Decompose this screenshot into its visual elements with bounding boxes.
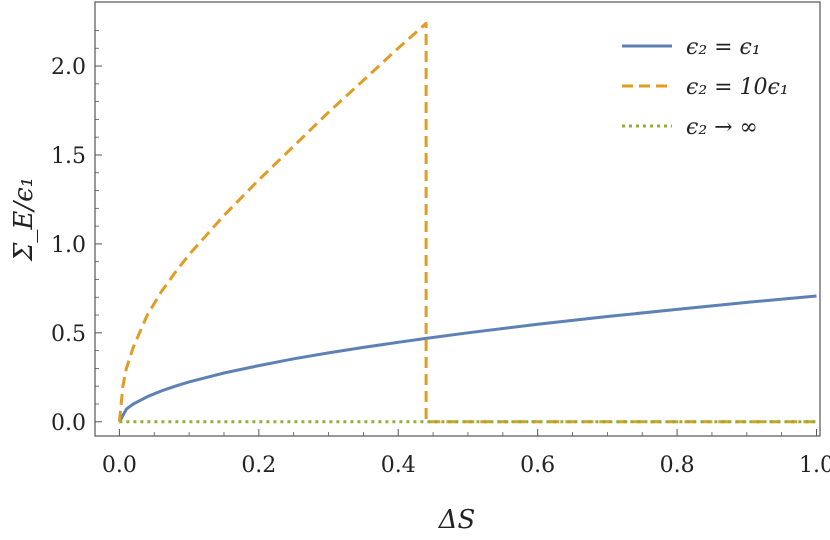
plot-frame: [94, 1, 821, 437]
x-tick-label: 0.4: [381, 453, 416, 478]
series-line-2: [117, 21, 817, 424]
series-layer: [117, 21, 817, 424]
x-tick-label: 0.6: [520, 453, 555, 478]
legend-label-3: ϵ₂ → ∞: [686, 115, 758, 140]
x-axis-label: ΔS: [438, 505, 476, 535]
x-tick-label: 0.0: [102, 453, 137, 478]
x-tick-label: 0.2: [241, 453, 276, 478]
x-tick-label: 1.0: [799, 453, 830, 478]
legend-label-1: ϵ₂ = ϵ₁: [686, 35, 761, 60]
series-line-1: [118, 294, 817, 423]
legend-label-2: ϵ₂ = 10ϵ₁: [686, 75, 789, 100]
y-tick-label: 1.0: [51, 233, 86, 258]
x-tick-label: 0.8: [660, 453, 695, 478]
y-tick-label: 0.0: [51, 411, 86, 436]
legend: ϵ₂ = ϵ₁ ϵ₂ = 10ϵ₁ ϵ₂ → ∞: [622, 35, 789, 140]
y-axis-label: Σ_E/ϵ₁: [9, 177, 39, 262]
y-tick-label: 1.5: [51, 144, 86, 169]
y-tick-label: 0.5: [51, 322, 86, 347]
y-tick-label: 2.0: [51, 55, 86, 80]
ticks: 0.0 0.2 0.4 0.6 0.8 1.0 0.0 0.5 1.0 1.5 2.0: [51, 30, 830, 478]
